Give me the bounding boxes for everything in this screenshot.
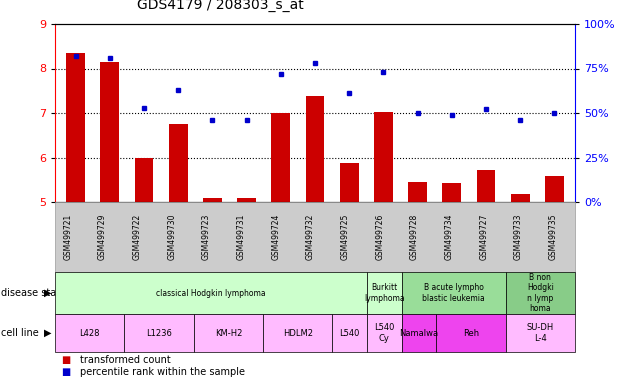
Bar [340, 163, 358, 202]
Bar [100, 62, 119, 202]
Text: disease state: disease state [1, 288, 66, 298]
Bar [169, 124, 188, 202]
Bar [203, 199, 222, 202]
Text: ▶: ▶ [44, 328, 52, 338]
Text: percentile rank within the sample: percentile rank within the sample [80, 367, 245, 377]
Text: GSM499725: GSM499725 [341, 214, 350, 260]
Text: GDS4179 / 208303_s_at: GDS4179 / 208303_s_at [137, 0, 304, 12]
Text: B non
Hodgki
n lymp
homa: B non Hodgki n lymp homa [527, 273, 554, 313]
Text: Reh: Reh [463, 328, 479, 338]
Text: L540: L540 [340, 328, 360, 338]
Text: KM-H2: KM-H2 [215, 328, 242, 338]
Text: transformed count: transformed count [80, 355, 171, 365]
Text: B acute lympho
blastic leukemia: B acute lympho blastic leukemia [422, 283, 485, 303]
Text: L428: L428 [79, 328, 100, 338]
Text: HDLM2: HDLM2 [283, 328, 312, 338]
Text: Namalwa: Namalwa [399, 328, 438, 338]
Bar [511, 194, 530, 202]
Bar [545, 176, 564, 202]
Text: GSM499730: GSM499730 [168, 214, 176, 260]
Text: GSM499731: GSM499731 [237, 214, 246, 260]
Bar [408, 182, 427, 202]
Text: GSM499733: GSM499733 [514, 214, 523, 260]
Text: GSM499729: GSM499729 [98, 214, 107, 260]
Bar [272, 113, 290, 202]
Text: ▶: ▶ [44, 288, 52, 298]
Text: L540
Cy: L540 Cy [374, 323, 394, 343]
Text: GSM499728: GSM499728 [410, 214, 419, 260]
Text: GSM499723: GSM499723 [202, 214, 211, 260]
Text: GSM499727: GSM499727 [479, 214, 488, 260]
Text: GSM499732: GSM499732 [306, 214, 315, 260]
Bar [374, 112, 393, 202]
Text: GSM499734: GSM499734 [445, 214, 454, 260]
Bar [442, 183, 461, 202]
Text: classical Hodgkin lymphoma: classical Hodgkin lymphoma [156, 288, 266, 298]
Text: L1236: L1236 [146, 328, 172, 338]
Text: GSM499721: GSM499721 [64, 214, 72, 260]
Bar [477, 169, 495, 202]
Text: GSM499735: GSM499735 [549, 214, 558, 260]
Text: cell line: cell line [1, 328, 39, 338]
Bar [306, 96, 324, 202]
Text: Burkitt
lymphoma: Burkitt lymphoma [364, 283, 404, 303]
Text: GSM499724: GSM499724 [272, 214, 280, 260]
Text: GSM499722: GSM499722 [133, 214, 142, 260]
Text: ■: ■ [61, 367, 71, 377]
Bar [135, 157, 153, 202]
Text: SU-DH
L-4: SU-DH L-4 [527, 323, 554, 343]
Text: GSM499726: GSM499726 [375, 214, 384, 260]
Bar [66, 53, 85, 202]
Text: ■: ■ [61, 355, 71, 365]
Bar [237, 199, 256, 202]
